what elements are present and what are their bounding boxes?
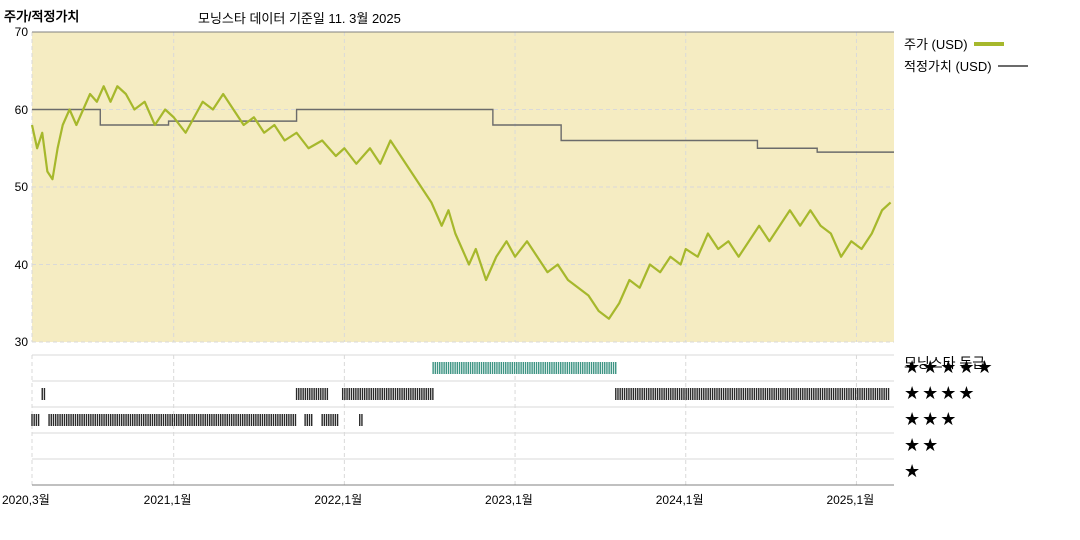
x-tick-label: 2025,1월 — [826, 491, 874, 508]
price-chart — [0, 0, 1080, 540]
x-tick-label: 2020,3월 — [2, 491, 50, 508]
x-tick-label: 2023,1월 — [485, 491, 533, 508]
y-tick-label: 50 — [0, 180, 28, 194]
y-tick-label: 70 — [0, 25, 28, 39]
x-tick-label: 2022,1월 — [314, 491, 362, 508]
x-tick-label: 2024,1월 — [656, 491, 704, 508]
x-tick-label: 2021,1월 — [144, 491, 192, 508]
y-tick-label: 30 — [0, 335, 28, 349]
y-tick-label: 60 — [0, 103, 28, 117]
y-tick-label: 40 — [0, 258, 28, 272]
